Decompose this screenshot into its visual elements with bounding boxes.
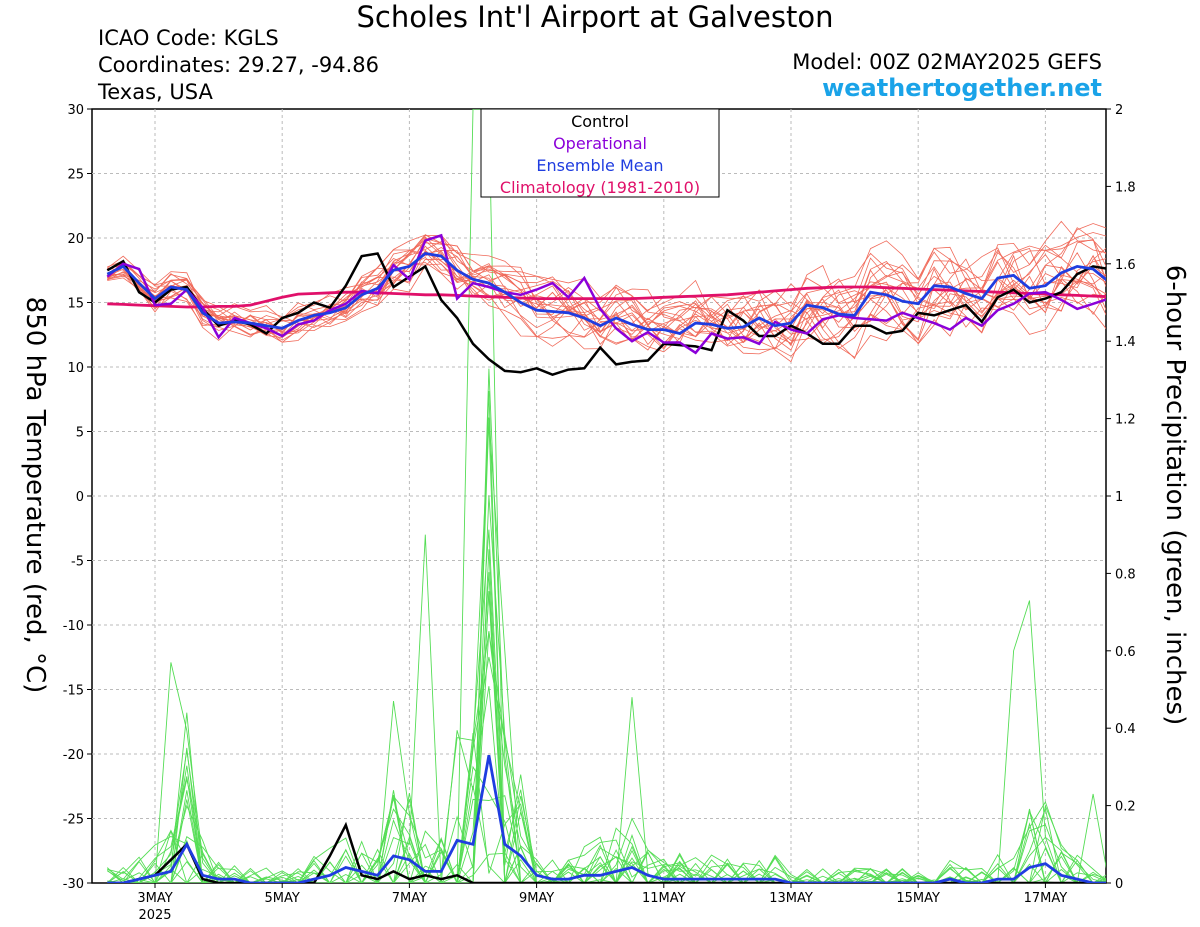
legend-entry: Control: [571, 112, 629, 131]
y-tick-label: -20: [63, 748, 84, 763]
precip-member-line: [107, 368, 1106, 883]
temp-member-line: [107, 236, 1106, 350]
chart-title: Scholes Int'l Airport at Galveston: [356, 0, 834, 34]
precip-member-line: [106, 390, 1106, 883]
legend-box: [480, 108, 720, 198]
y2-tick-label: 0.6: [1115, 645, 1136, 660]
region: Texas, USA: [98, 80, 213, 104]
precip-member-line: [107, 590, 1106, 883]
model-run: Model: 00Z 02MAY2025 GEFS: [792, 50, 1102, 74]
climatology-line: [107, 285, 1106, 309]
y2-tick-label: 0.4: [1115, 722, 1136, 737]
y-tick-label: -25: [63, 813, 84, 828]
coordinates: Coordinates: 29.27, -94.86: [98, 53, 379, 77]
legend-entry: Climatology (1981-2010): [500, 178, 700, 197]
y2-tick-label: 1.4: [1115, 335, 1136, 350]
brand-link[interactable]: weathertogether.net: [822, 74, 1102, 102]
x-tick-label: 17MAY: [1024, 891, 1068, 906]
y2-tick-label: 0.2: [1115, 800, 1136, 815]
grid: 302520151050-5-10-15-20-25-3021.81.61.41…: [63, 103, 1136, 923]
y-tick-label: -30: [63, 877, 84, 892]
temp-member-line: [107, 241, 1106, 353]
y-tick-label: 15: [67, 297, 84, 312]
y-tick-label: 30: [67, 103, 84, 118]
precip-member-line: [107, 747, 1106, 883]
y-tick-label: 10: [67, 361, 84, 376]
temp-member-line: [107, 254, 1106, 344]
icao-code: ICAO Code: KGLS: [98, 26, 279, 50]
precip-member-line: [107, 417, 1106, 883]
x-tick-label: 11MAY: [642, 891, 686, 906]
precip-member-line: [107, 656, 1106, 883]
temp-control-line: [106, 252, 1106, 377]
legend-entry: Operational: [553, 134, 647, 153]
y2-tick-label: 1.6: [1115, 258, 1136, 273]
y-tick-label: 25: [67, 168, 84, 183]
x-tick-label: 5MAY: [265, 891, 300, 906]
precip-mean-line: [107, 755, 1106, 883]
y2-tick-label: 0: [1115, 877, 1123, 892]
y-tick-label: 0: [76, 490, 84, 505]
temp-operational-line: [106, 233, 1106, 355]
x-tick-label: 9MAY: [519, 891, 554, 906]
y-tick-label: 5: [76, 426, 84, 441]
y-tick-label: -5: [71, 555, 84, 570]
x-tick-label: 7MAY: [392, 891, 427, 906]
y-tick-label: -10: [63, 619, 84, 634]
y2-tick-label: 1.2: [1115, 413, 1136, 428]
y2-tick-label: 1.8: [1115, 180, 1136, 195]
y-tick-label: 20: [67, 232, 84, 247]
x-tick-label: 3MAY: [137, 891, 172, 906]
x-tick-sublabel: 2025: [138, 908, 171, 923]
x-tick-label: 13MAY: [769, 891, 813, 906]
y2-tick-label: 0.8: [1115, 567, 1136, 582]
y2-tick-label: 2: [1115, 103, 1123, 118]
y2-tick-label: 1: [1115, 490, 1123, 505]
legend: Control Operational Ensemble Mean Climatolo…: [480, 108, 720, 198]
x-tick-label: 15MAY: [896, 891, 940, 906]
temp-mean-line: [106, 252, 1106, 336]
y-tick-label: -15: [63, 684, 84, 699]
precip-member-line: [107, 795, 1106, 883]
plot-area: [106, 109, 1106, 883]
legend-entry: Ensemble Mean: [536, 156, 663, 175]
